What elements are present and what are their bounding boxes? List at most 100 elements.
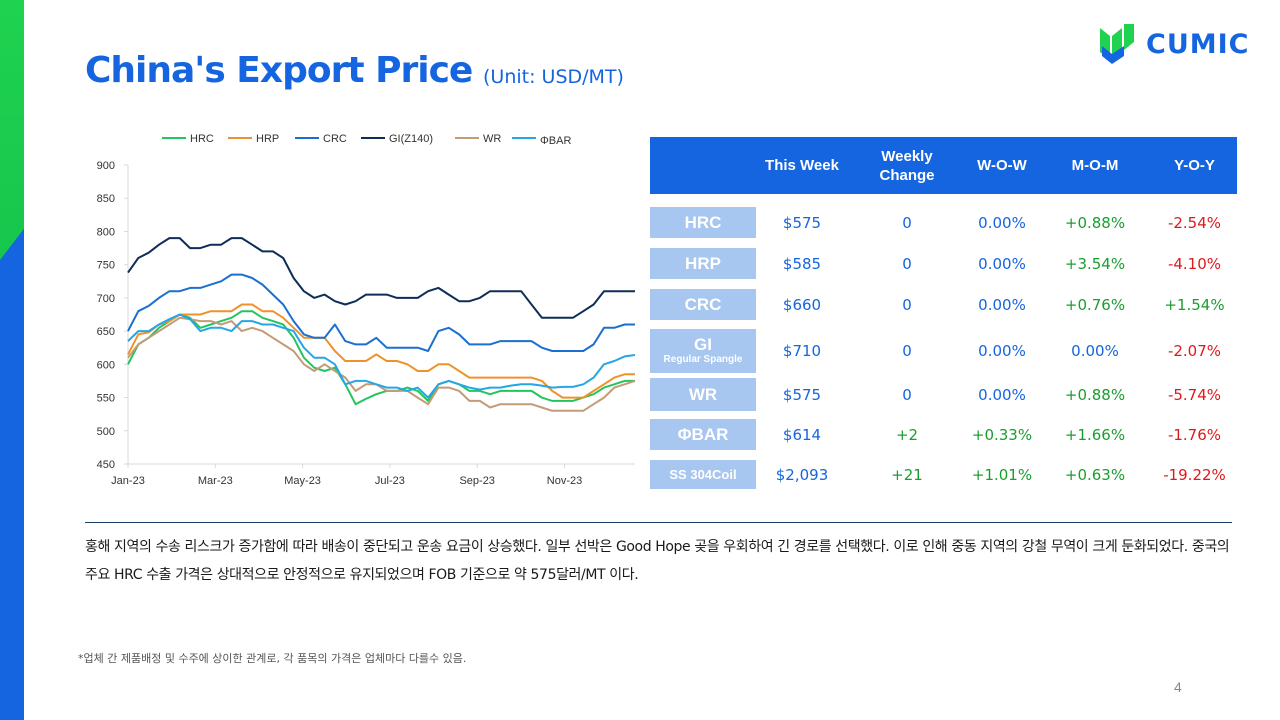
cell-wow: 0.00% — [978, 213, 1026, 232]
row-label-text: CRC — [684, 294, 722, 314]
header-mom: M-O-M — [1071, 157, 1119, 174]
table-row: GI Regular Spangle $710 0 0.00% 0.00% -2.07% — [650, 329, 1237, 373]
price-line-chart: 450 500 550 600 650 700 750 800 850 900 Jan-23 Mar-… — [97, 133, 636, 487]
table-header: This Week Weekly Change W-O-W M-O-M Y-O-… — [650, 137, 1237, 194]
market-description: 홍해 지역의 수송 리스크가 증가함에 따라 배송이 중단되고 운송 요금이 상… — [85, 539, 1230, 583]
header-yoy: Y-O-Y — [1174, 157, 1215, 174]
legend-label: CRC — [323, 133, 347, 145]
table-row: ΦBAR $614 +2 +0.33% +1.66% -1.76% — [650, 419, 1237, 461]
cell-this-week: $710 — [782, 342, 822, 360]
cell-yoy: -5.74% — [1167, 385, 1222, 404]
cell-weekly-change: 0 — [902, 385, 912, 404]
table-row: HRP $585 0 0.00% +3.54% -4.10% — [650, 248, 1237, 290]
cell-wow: +1.01% — [971, 465, 1033, 484]
y-tick-label: 850 — [97, 193, 115, 205]
legend-label: HRC — [190, 133, 214, 145]
header-wow: W-O-W — [977, 157, 1027, 174]
y-tick-label: 450 — [97, 459, 115, 471]
row-label: SS 304Coil — [650, 460, 756, 489]
cell-weekly-change: 0 — [902, 213, 912, 232]
brand-name: CUMIC — [1146, 29, 1250, 60]
row-label: WR — [650, 378, 756, 411]
cell-wow: 0.00% — [978, 342, 1026, 360]
series-line-wr — [127, 316, 636, 412]
row-label-text: HRP — [685, 253, 721, 273]
cell-yoy: -19.22% — [1163, 465, 1226, 484]
cell-this-week: $575 — [782, 385, 822, 404]
table-row: HRC $575 0 0.00% +0.88% -2.54% — [650, 207, 1237, 249]
unit-label: (Unit: USD/MT) — [483, 66, 624, 88]
x-tick-label: Jan-23 — [111, 475, 145, 487]
row-label: ΦBAR — [650, 419, 756, 450]
header-weekly-change: Weekly Change — [879, 147, 935, 184]
legend-label: WR — [483, 133, 501, 145]
cell-weekly-change: 0 — [902, 342, 912, 360]
series-line-bar — [127, 313, 636, 399]
left-accent-green — [0, 0, 24, 260]
series-line-hrp — [127, 303, 635, 399]
cell-yoy: -1.76% — [1167, 425, 1222, 444]
x-tick-label: Nov-23 — [547, 475, 582, 487]
y-tick-label: 600 — [97, 359, 115, 371]
cell-yoy: -2.07% — [1167, 342, 1222, 360]
cell-mom: +0.63% — [1064, 465, 1126, 484]
x-tick-label: Mar-23 — [198, 475, 233, 487]
page-number: 4 — [1174, 679, 1182, 695]
legend-label: HRP — [256, 133, 279, 145]
row-label-text: HRC — [684, 212, 722, 232]
cumic-logo — [1100, 24, 1134, 64]
cell-wow: +0.33% — [971, 425, 1033, 444]
cell-mom: +0.88% — [1064, 213, 1126, 232]
logo-mark-icon — [1100, 24, 1134, 64]
row-label-text: GI — [694, 335, 712, 354]
cell-this-week: $614 — [782, 425, 822, 444]
series-line-giz140 — [127, 237, 635, 319]
cell-weekly-change: +21 — [891, 465, 923, 484]
legend-label: GI(Z140) — [389, 133, 433, 145]
series-line-crc — [127, 273, 635, 352]
cell-this-week: $660 — [782, 295, 822, 314]
cell-wow: 0.00% — [978, 254, 1026, 273]
table-row: SS 304Coil $2,093 +21 +1.01% +0.63% -19.22% — [650, 460, 1237, 502]
legend-label: ΦBAR — [540, 135, 571, 147]
row-label: GI Regular Spangle — [650, 329, 756, 373]
y-tick-label: 650 — [97, 326, 115, 338]
cell-this-week: $2,093 — [775, 465, 829, 484]
x-tick-label: Jul-23 — [375, 475, 405, 487]
cell-weekly-change: 0 — [902, 254, 912, 273]
row-label-text: SS 304Coil — [669, 466, 737, 482]
footnote: *업체 간 제품배정 및 수주에 상이한 관계로, 각 품목의 가격은 업체마다… — [78, 652, 467, 665]
x-tick-label: Sep-23 — [459, 475, 494, 487]
cell-yoy: +1.54% — [1164, 295, 1225, 314]
cell-weekly-change: +2 — [895, 425, 919, 444]
y-tick-label: 900 — [97, 160, 115, 172]
table-row: WR $575 0 0.00% +0.88% -5.74% — [650, 378, 1237, 420]
y-tick-label: 800 — [97, 226, 115, 238]
section-divider — [85, 522, 1232, 523]
cell-mom: +3.54% — [1064, 254, 1126, 273]
cell-this-week: $575 — [782, 213, 822, 232]
y-tick-label: 500 — [97, 426, 115, 438]
page-title: China's Export Price — [85, 50, 473, 91]
row-label-subtext: Regular Spangle — [663, 354, 743, 365]
row-label: HRC — [650, 207, 756, 238]
header-this-week: This Week — [765, 157, 839, 174]
y-tick-label: 750 — [97, 260, 115, 272]
y-tick-label: 550 — [97, 393, 115, 405]
cell-mom: +1.66% — [1064, 425, 1126, 444]
cell-mom: +0.88% — [1064, 385, 1126, 404]
cell-wow: 0.00% — [978, 295, 1026, 314]
cell-this-week: $585 — [782, 254, 822, 273]
cell-mom: +0.76% — [1064, 295, 1126, 314]
row-label-text: ΦBAR — [677, 424, 729, 444]
cell-weekly-change: 0 — [902, 295, 912, 314]
row-label-text: WR — [688, 384, 718, 404]
row-label: HRP — [650, 248, 756, 279]
cell-wow: 0.00% — [978, 385, 1026, 404]
cell-yoy: -2.54% — [1167, 213, 1222, 232]
row-label: CRC — [650, 289, 756, 320]
cell-mom: 0.00% — [1071, 342, 1119, 360]
series-line-hrc — [127, 310, 635, 406]
y-tick-label: 700 — [97, 293, 115, 305]
cell-yoy: -4.10% — [1167, 254, 1222, 273]
